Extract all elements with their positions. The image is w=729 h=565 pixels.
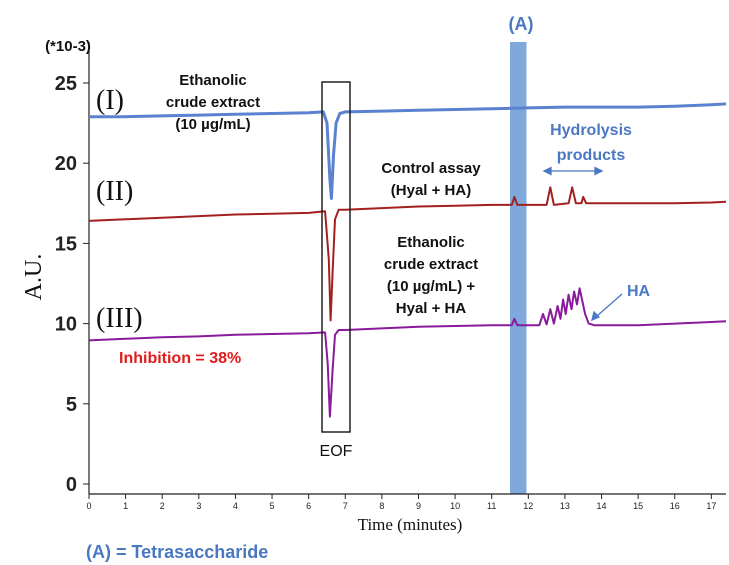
x-tick-label: 3 (196, 501, 201, 511)
y-tick-label: 10 (55, 314, 77, 336)
x-tick-label: 12 (523, 501, 533, 511)
x-tick-label: 9 (416, 501, 421, 511)
series-group (88, 102, 727, 418)
series-line-2 (88, 186, 727, 322)
x-tick-label: 7 (343, 501, 348, 511)
x-tick-label: 15 (633, 501, 643, 511)
x-tick-label: 4 (233, 501, 238, 511)
x-tick-label: 1 (123, 501, 128, 511)
x-tick-label: 17 (706, 501, 716, 511)
x-axis-title: Time (minutes) (358, 515, 463, 534)
y-tick-label: 20 (55, 153, 77, 175)
series-2-desc-line-1: Control assay (381, 160, 481, 177)
y-tick-label: 0 (66, 474, 77, 496)
series-line-3 (88, 287, 727, 418)
series-3-desc-line-4: Hyal + HA (396, 300, 467, 317)
eof-box (321, 81, 351, 433)
y-multiplier-label: (*10-3) (45, 38, 91, 55)
x-tick-label: 10 (450, 501, 460, 511)
x-tick-label: 0 (86, 501, 91, 511)
series-2-roman-label: (II) (96, 176, 133, 207)
y-tick-label: 5 (66, 394, 77, 416)
x-tick-label: 14 (597, 501, 607, 511)
y-tick-label: 15 (55, 233, 77, 255)
x-tick-label: 11 (487, 501, 496, 511)
series-3-roman-label: (III) (96, 303, 143, 334)
ha-arrow (591, 293, 623, 322)
x-tick-label: 8 (379, 501, 384, 511)
x-tick-label: 6 (306, 501, 311, 511)
series-2-desc-line-2: (Hyal + HA) (391, 182, 471, 199)
tetrasaccharide-note: (A) = Tetrasaccharide (86, 542, 268, 562)
x-tick-label: 5 (270, 501, 275, 511)
series-1-roman-label: (I) (96, 85, 124, 116)
series-1-desc-line-2: crude extract (166, 94, 260, 111)
x-tick-label: 2 (160, 501, 165, 511)
series-1-desc-line-1: Ethanolic (179, 72, 247, 89)
ha-label: HA (627, 283, 651, 300)
x-tick-label: 16 (670, 501, 680, 511)
inhibition-label: Inhibition = 38% (119, 350, 241, 367)
series-1-desc-line-3: (10 µg/mL) (175, 116, 250, 133)
series-line-1 (89, 102, 727, 200)
hydrolysis-label-line-2: products (557, 147, 626, 164)
series-3-desc-line-3: (10 µg/mL) + (387, 278, 475, 295)
series-3-desc-line-1: Ethanolic (397, 234, 465, 251)
eof-label: EOF (320, 443, 353, 460)
hydrolysis-label-line-1: Hydrolysis (550, 122, 632, 139)
series-3-desc-line-2: crude extract (384, 256, 478, 273)
band-label: (A) (509, 14, 534, 34)
y-axis-title: A.U. (21, 254, 47, 301)
tetrasaccharide-band (510, 42, 527, 494)
hydrolysis-range-arrow (542, 166, 604, 176)
x-tick-label: 13 (560, 501, 570, 511)
y-tick-label: 25 (55, 73, 77, 95)
